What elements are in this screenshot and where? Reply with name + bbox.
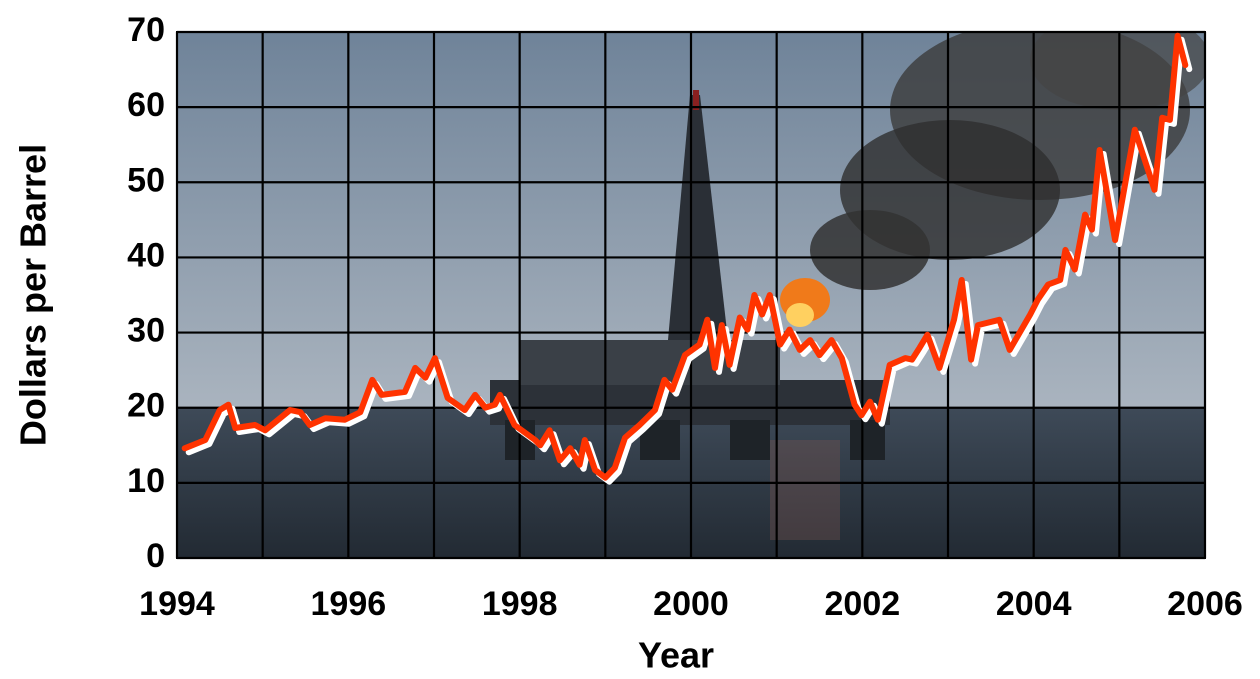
y-tick-label: 30 — [127, 312, 165, 350]
x-tick-label: 2002 — [825, 585, 901, 623]
x-tick-label: 2006 — [1167, 585, 1243, 623]
y-tick-label: 20 — [127, 387, 165, 425]
y-axis-title: Dollars per Barrel — [13, 144, 54, 446]
y-tick-label: 50 — [127, 161, 165, 199]
x-tick-label: 2004 — [996, 585, 1072, 623]
series-line — [181, 32, 1189, 481]
x-tick-label: 1998 — [482, 585, 558, 623]
x-axis-title: Year — [638, 635, 714, 676]
y-tick-label: 70 — [127, 11, 165, 49]
y-tick-label: 60 — [127, 86, 165, 124]
x-tick-label: 2000 — [653, 585, 729, 623]
marks — [181, 32, 1189, 481]
tick-labels: 0 10 20 30 40 50 60 70 1994 1996 1998 2000 2002 2004 2… — [127, 11, 1243, 623]
x-tick-label: 1996 — [311, 585, 387, 623]
plot-frame — [176, 31, 1206, 559]
y-tick-label: 10 — [127, 462, 165, 500]
y-tick-label: 40 — [127, 236, 165, 274]
x-tick-label: 1994 — [139, 585, 215, 623]
y-tick-label: 0 — [146, 537, 165, 575]
